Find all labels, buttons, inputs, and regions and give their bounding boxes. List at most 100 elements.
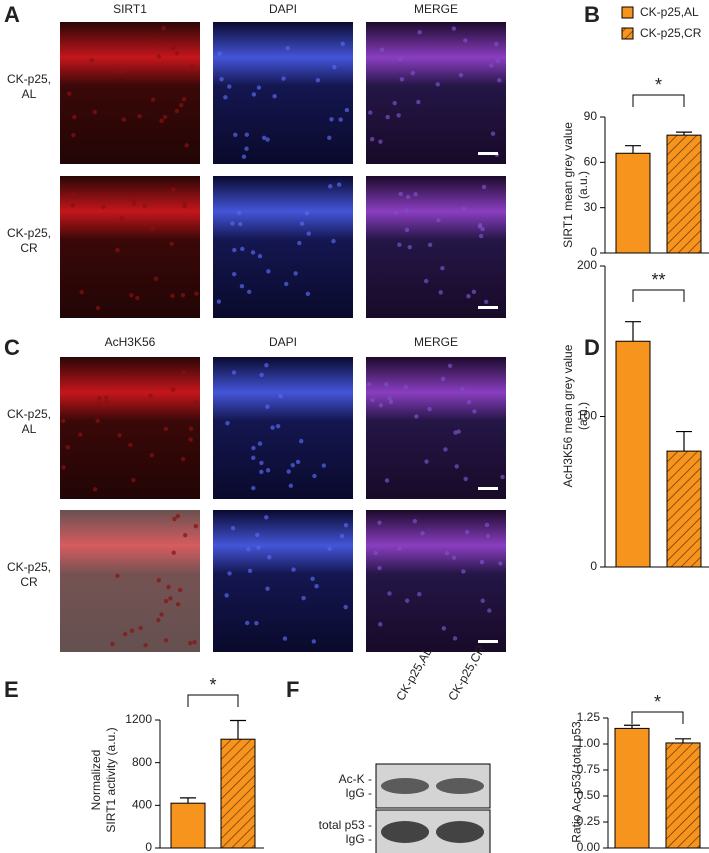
blot-band [436, 821, 484, 843]
panel-letter: B [584, 2, 600, 27]
y-tick-label: 60 [584, 155, 598, 169]
nucleus [254, 621, 259, 626]
nucleus [483, 299, 489, 304]
nucleus [179, 102, 184, 108]
nucleus [414, 414, 419, 419]
nucleus [180, 456, 186, 462]
nucleus [489, 63, 494, 68]
nucleus [278, 393, 283, 399]
significance: * [655, 75, 662, 95]
nucleus [443, 447, 448, 452]
nucleus [385, 114, 390, 120]
nucleus [485, 533, 491, 539]
nucleus [180, 293, 186, 298]
nucleus [247, 289, 252, 295]
nucleus [171, 187, 176, 192]
nucleus [447, 363, 453, 368]
panel-letter: A [4, 2, 20, 27]
nucleus [420, 531, 425, 536]
blot-band [381, 821, 429, 843]
y-tick-label: 0.75 [577, 762, 601, 776]
nucleus [311, 639, 317, 644]
nucleus [97, 395, 102, 401]
nucleus [188, 640, 193, 646]
nucleus [251, 485, 256, 491]
row-label: CK-p25, CR [6, 226, 52, 255]
nucleus [284, 281, 289, 287]
bar [615, 152, 651, 254]
micrograph [60, 510, 200, 652]
row-label: CK-p25, AL [6, 72, 52, 101]
lane-label: CK-p25,AL [393, 645, 435, 703]
nucleus [227, 571, 232, 576]
nucleus [314, 583, 319, 589]
nucleus [438, 290, 443, 295]
nucleus [299, 438, 304, 444]
micrograph [213, 176, 353, 318]
nucleus [306, 231, 311, 236]
nucleus [110, 641, 115, 647]
nucleus [461, 206, 467, 212]
nucleus [184, 143, 189, 148]
nucleus [312, 473, 317, 479]
nucleus [281, 76, 286, 81]
scale-bar [478, 306, 498, 309]
micrograph [213, 510, 353, 652]
nucleus [373, 550, 378, 556]
nucleus [416, 99, 421, 105]
y-tick-label: 0 [145, 840, 152, 853]
nucleus [295, 459, 301, 465]
nucleus [299, 221, 305, 226]
nucleus [78, 432, 83, 437]
nucleus [378, 139, 383, 144]
micrograph [366, 176, 506, 318]
nucleus [464, 529, 470, 535]
nucleus [370, 397, 375, 403]
y-tick-label: 1200 [125, 712, 152, 726]
nucleus [398, 191, 403, 197]
y-tick-label: 400 [132, 798, 152, 812]
micrograph [213, 22, 353, 164]
nucleus [412, 519, 418, 524]
nucleus [174, 108, 180, 114]
nucleus [343, 523, 349, 528]
nucleus [171, 387, 176, 392]
nucleus [494, 42, 499, 47]
nucleus [96, 400, 101, 406]
significance-bracket [631, 711, 684, 724]
significance: ** [651, 270, 665, 290]
nucleus [251, 92, 257, 97]
nucleus [404, 227, 410, 233]
nucleus [159, 118, 164, 124]
nucleus [244, 132, 250, 137]
nucleus [150, 97, 156, 102]
nucleus [169, 241, 174, 246]
nucleus [461, 569, 466, 574]
error-bar [625, 321, 641, 342]
nucleus [187, 41, 193, 46]
legend-swatch [621, 27, 634, 40]
nucleus [481, 184, 487, 190]
nucleus [410, 70, 415, 76]
nucleus [265, 468, 271, 473]
nucleus [224, 593, 229, 598]
nucleus [339, 533, 345, 539]
nucleus [393, 210, 398, 216]
nucleus [246, 547, 251, 552]
y-tick-label: 0 [590, 245, 597, 259]
nucleus [427, 406, 432, 412]
nucleus [384, 478, 390, 483]
nucleus [162, 114, 168, 120]
nucleus [181, 370, 186, 375]
nucleus [143, 643, 148, 648]
significance-bracket [187, 694, 239, 707]
micrograph [213, 357, 353, 499]
nucleus [159, 612, 164, 617]
nucleus [121, 117, 127, 122]
nucleus [194, 291, 199, 296]
nucleus [135, 295, 140, 301]
nucleus [156, 39, 161, 44]
nucleus [92, 487, 98, 492]
nucleus [291, 567, 296, 572]
nucleus [183, 532, 188, 538]
